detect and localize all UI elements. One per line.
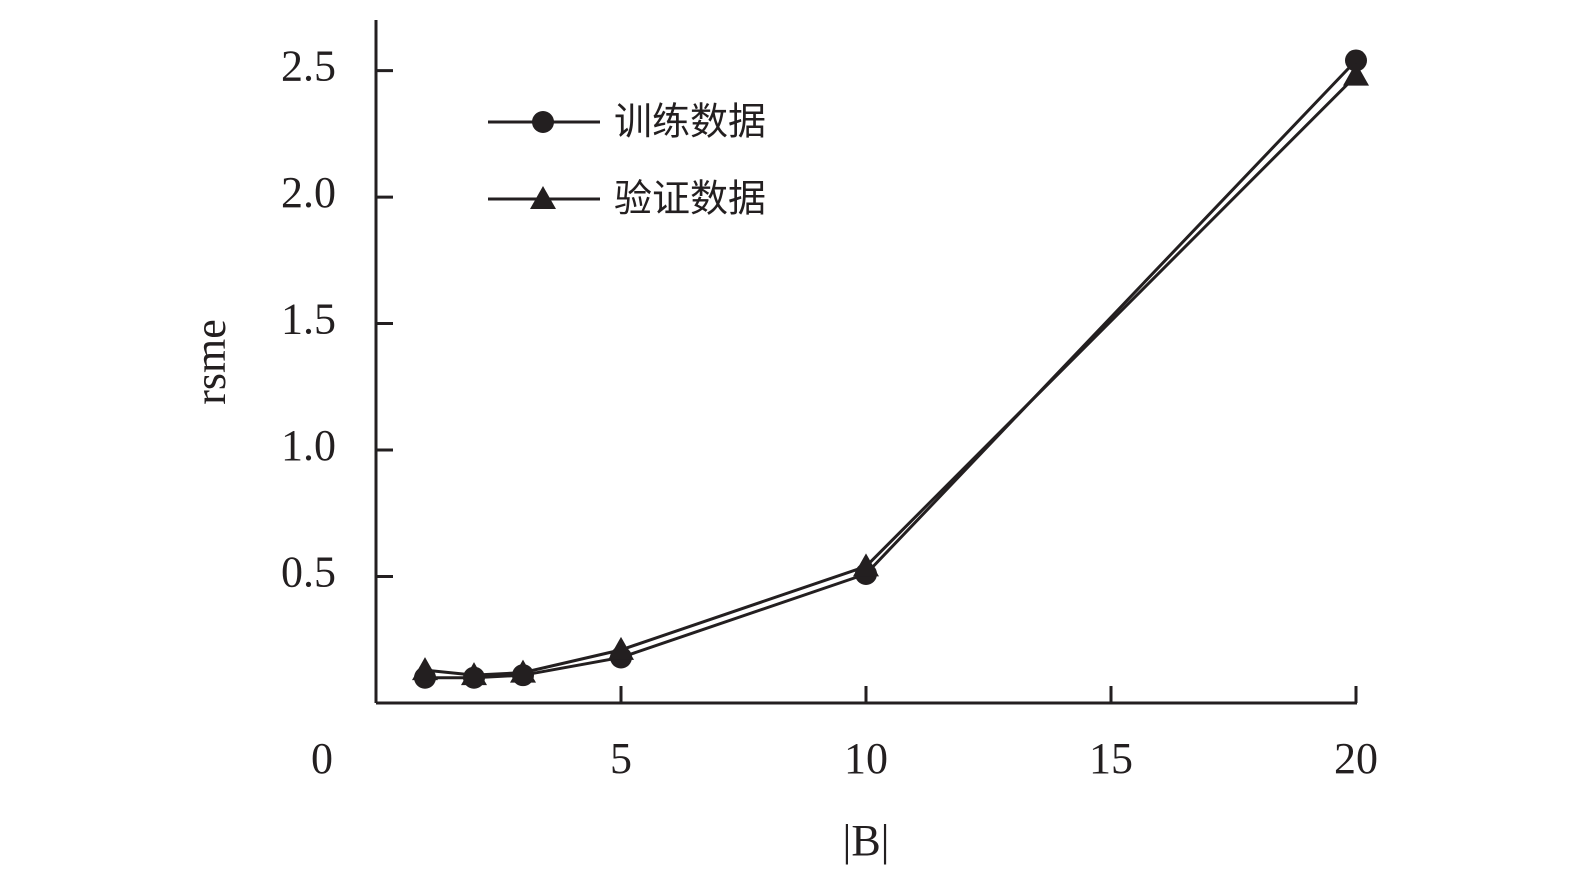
y-tick-label: 1.0 xyxy=(281,421,336,470)
legend-label: 验证数据 xyxy=(614,177,766,221)
data-point xyxy=(510,659,536,683)
y-tick-label: 2.0 xyxy=(281,168,336,217)
y-axis-label: rsme xyxy=(186,319,235,405)
data-point xyxy=(853,553,879,577)
x-tick-label: 10 xyxy=(844,734,888,783)
legend-marker xyxy=(530,186,556,209)
data-point xyxy=(461,662,487,686)
x-axis-label: |B| xyxy=(843,816,890,865)
series-line xyxy=(424,74,1358,677)
data-point xyxy=(1345,49,1367,72)
legend-marker xyxy=(532,111,554,133)
data-point xyxy=(412,657,438,681)
legend-label: 训练数据 xyxy=(614,100,766,144)
x-tick-label: 20 xyxy=(1334,734,1378,783)
x-tick-label: 15 xyxy=(1089,734,1133,783)
data-point xyxy=(608,636,634,660)
series-line xyxy=(425,59,1358,680)
data-point xyxy=(1343,62,1369,86)
y-tick-label: 0.5 xyxy=(281,548,336,597)
x-tick-label: 0 xyxy=(311,734,333,783)
y-tick-label: 1.5 xyxy=(281,295,336,344)
x-tick-label: 5 xyxy=(610,734,632,783)
y-tick-label: 2.5 xyxy=(281,42,336,91)
